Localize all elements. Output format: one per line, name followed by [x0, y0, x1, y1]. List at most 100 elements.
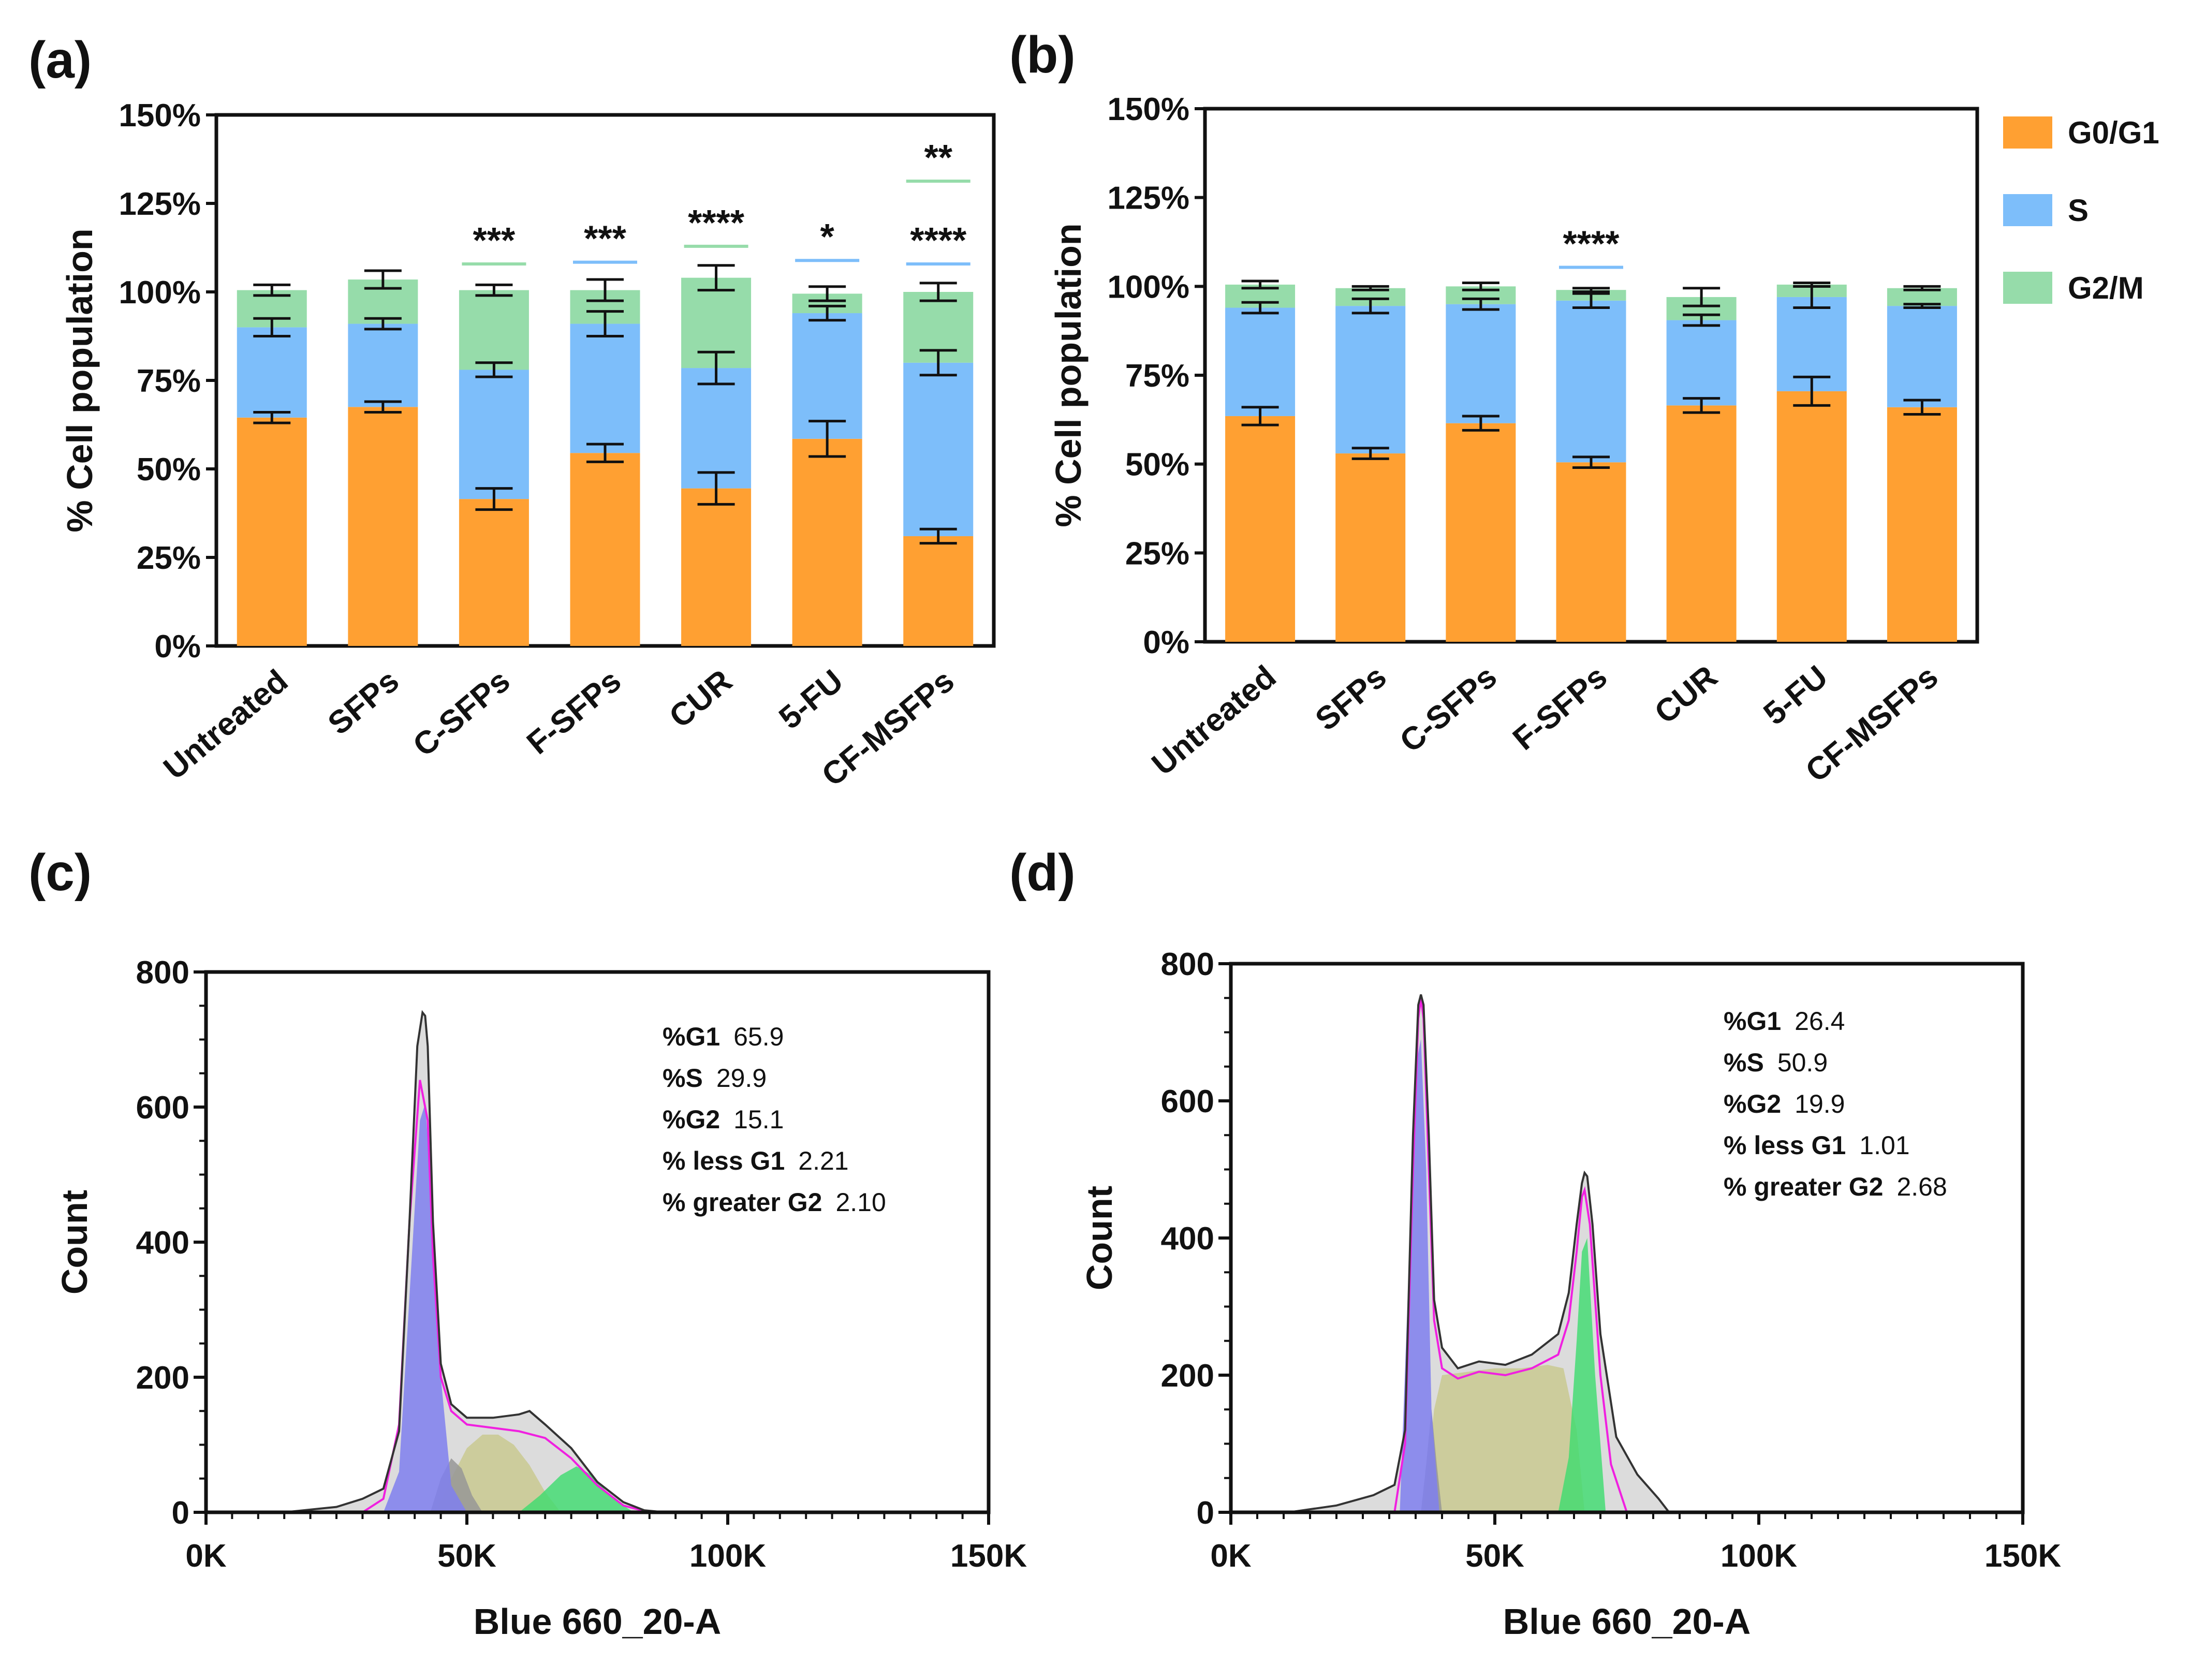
x-category-label: 5-FU [772, 663, 850, 736]
histogram-area [284, 1012, 665, 1512]
bar-g0g1-5 [1776, 391, 1847, 642]
y-tick-label: 25% [1125, 536, 1189, 571]
bar-g0g1-0 [1225, 416, 1296, 642]
histogram-outline [1288, 994, 1670, 1513]
plot-frame [204, 970, 991, 1514]
bar-s-3 [1556, 300, 1626, 463]
stat-name: %G1 [663, 1022, 720, 1051]
significance-label: **** [910, 220, 967, 260]
chart-b: 0% 25% 50% 75% 100% 125% 150% % Cell population… [1048, 92, 2159, 789]
y-tick-label: 800 [1161, 947, 1214, 982]
stat-row: % less G1 2.21 [663, 1146, 849, 1175]
stat-name: % less G1 [1724, 1131, 1846, 1160]
legend-swatch [2003, 272, 2052, 304]
y-tick-label: 0 [172, 1495, 189, 1531]
y-tick-label: 200 [1161, 1358, 1214, 1394]
stat-row: % less G1 1.01 [1724, 1131, 1910, 1160]
legend-label: G2/M [2068, 271, 2144, 305]
panel-label-c: (c) [28, 844, 92, 902]
y-tick-label: 800 [136, 955, 189, 991]
x-category-label: Untreated [1145, 659, 1283, 783]
bar-g0g1-4 [681, 488, 752, 646]
panel-label-d: (d) [1009, 844, 1076, 902]
stat-value: 26.4 [1795, 1007, 1845, 1036]
bar-g0g1-3 [1556, 462, 1626, 642]
stat-value: 15.1 [733, 1105, 784, 1134]
bar-g0g1-1 [348, 407, 418, 646]
plot-frame [1229, 962, 2025, 1514]
y-axis-label: Count [1079, 1186, 1120, 1290]
stat-value: 19.9 [1795, 1089, 1845, 1118]
stat-value: 2.68 [1896, 1172, 1947, 1201]
stat-value: 2.21 [798, 1146, 848, 1175]
y-axis-label: % Cell population [60, 228, 100, 532]
y-axis-label: Count [54, 1190, 95, 1294]
bar-s-2 [459, 370, 529, 499]
bar-s-1 [1335, 306, 1406, 454]
y-tick-label: 150% [119, 98, 201, 134]
stat-row: %S 29.9 [663, 1064, 767, 1093]
x-category-label: SFPs [1309, 659, 1393, 738]
legend-label: S [2068, 193, 2089, 228]
bar-s-0 [237, 327, 307, 418]
stat-row: %G1 26.4 [1724, 1007, 1845, 1036]
bar-g0g1-3 [570, 453, 640, 646]
legend-swatch [2003, 116, 2052, 149]
y-tick-label: 0% [1143, 625, 1189, 660]
y-tick-label: 100% [1107, 269, 1189, 305]
fit-component-g2 [519, 1466, 634, 1512]
bar-s-5 [792, 313, 862, 439]
y-axis-label: % Cell population [1048, 223, 1089, 527]
stat-row: %G2 19.9 [1724, 1089, 1845, 1118]
stat-name: %G2 [663, 1105, 720, 1134]
bar-s-0 [1225, 307, 1296, 416]
fit-component-g2 [1558, 1238, 1606, 1512]
x-tick-label: 100K [1721, 1538, 1797, 1574]
bar-g0g1-6 [903, 536, 974, 646]
stat-row: %S 50.9 [1724, 1048, 1828, 1077]
x-category-label: F-SFPs [1506, 659, 1614, 757]
y-tick-label: 50% [137, 452, 201, 488]
bar-g2m-2 [459, 290, 529, 370]
stat-name: %G1 [1724, 1007, 1781, 1036]
stat-row: %G2 15.1 [663, 1105, 784, 1134]
x-axis-label: Blue 660_20-A [1503, 1601, 1751, 1642]
model-fit-line [1393, 998, 1628, 1513]
stat-row: %G1 65.9 [663, 1022, 784, 1051]
y-tick-label: 125% [1107, 181, 1189, 216]
x-tick-label: 0K [1210, 1538, 1251, 1574]
bar-g0g1-2 [1446, 423, 1516, 642]
stat-name: % greater G2 [663, 1188, 822, 1217]
bar-s-4 [1666, 320, 1737, 406]
bar-g0g1-0 [237, 417, 307, 646]
stat-name: %S [1724, 1048, 1764, 1077]
x-tick-label: 100K [689, 1538, 766, 1574]
panel-label-b: (b) [1009, 26, 1076, 84]
x-category-label: C-SFPs [406, 663, 517, 764]
stat-row: % greater G2 2.10 [663, 1188, 886, 1217]
stat-value: 1.01 [1859, 1131, 1909, 1160]
y-tick-label: 25% [137, 540, 201, 576]
bar-s-2 [1446, 304, 1516, 423]
x-tick-label: 150K [1984, 1538, 2061, 1574]
stat-value: 2.10 [835, 1188, 886, 1217]
significance-label: *** [473, 220, 516, 260]
bar-g0g1-2 [459, 499, 529, 646]
significance-label: ** [924, 137, 952, 178]
x-tick-label: 50K [1465, 1538, 1524, 1574]
panel-label-a: (a) [28, 31, 92, 89]
chart-c: 0K 50K 100K 150K 0 200 400 600 800 Blue 660_20-A C… [54, 955, 1027, 1642]
x-tick-label: 150K [950, 1538, 1027, 1574]
bar-g0g1-1 [1335, 453, 1406, 642]
y-tick-label: 600 [136, 1090, 189, 1126]
fit-component-g1 [1400, 1039, 1439, 1512]
significance-label: *** [584, 218, 626, 259]
x-category-label: 5-FU [1757, 659, 1834, 732]
significance-label: * [820, 216, 835, 257]
legend-swatch [2003, 194, 2052, 226]
x-category-label: SFPs [321, 663, 406, 742]
bar-s-6 [903, 362, 974, 536]
bar-s-4 [681, 368, 752, 489]
y-tick-label: 50% [1125, 447, 1189, 483]
x-category-label: C-SFPs [1393, 659, 1504, 760]
